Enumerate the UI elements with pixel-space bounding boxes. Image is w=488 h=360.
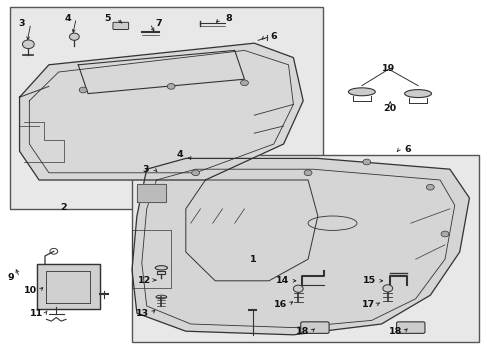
Circle shape — [304, 170, 311, 176]
Text: 7: 7 — [155, 19, 162, 28]
Ellipse shape — [404, 90, 430, 98]
Circle shape — [191, 170, 199, 176]
Bar — [132, 155, 478, 342]
Circle shape — [69, 33, 79, 40]
Text: 10: 10 — [24, 286, 37, 295]
Text: 2: 2 — [60, 202, 67, 212]
Text: 4: 4 — [176, 150, 183, 159]
Text: 11: 11 — [30, 309, 43, 318]
FancyBboxPatch shape — [113, 22, 128, 30]
Text: 5: 5 — [104, 14, 111, 23]
Circle shape — [293, 285, 303, 292]
Text: 15: 15 — [363, 276, 375, 285]
Polygon shape — [132, 158, 468, 335]
Circle shape — [426, 184, 433, 190]
Text: 18: 18 — [387, 328, 401, 336]
Circle shape — [240, 80, 248, 86]
Text: 9: 9 — [7, 273, 14, 282]
Circle shape — [79, 87, 87, 93]
Polygon shape — [37, 264, 100, 309]
Ellipse shape — [347, 88, 375, 96]
Ellipse shape — [155, 266, 167, 270]
Text: 19: 19 — [381, 64, 395, 73]
Text: 12: 12 — [137, 276, 151, 284]
Ellipse shape — [156, 295, 166, 299]
Text: 16: 16 — [273, 300, 286, 309]
Text: 1: 1 — [249, 256, 256, 264]
Text: 13: 13 — [136, 309, 149, 318]
Text: 18: 18 — [295, 328, 308, 336]
Polygon shape — [20, 43, 303, 180]
Text: 6: 6 — [404, 145, 410, 154]
Circle shape — [362, 159, 370, 165]
Text: 4: 4 — [64, 14, 71, 23]
Text: 3: 3 — [19, 19, 25, 28]
Text: 6: 6 — [270, 32, 277, 41]
Polygon shape — [137, 184, 166, 202]
Circle shape — [440, 231, 448, 237]
FancyBboxPatch shape — [396, 322, 424, 333]
Text: 8: 8 — [224, 14, 231, 23]
Circle shape — [382, 285, 392, 292]
Circle shape — [22, 40, 34, 49]
Text: 17: 17 — [361, 300, 374, 309]
Text: 3: 3 — [142, 165, 149, 174]
Bar — [10, 7, 322, 209]
Text: 14: 14 — [275, 276, 289, 285]
FancyBboxPatch shape — [300, 322, 328, 333]
Text: 20: 20 — [383, 104, 396, 113]
Circle shape — [167, 84, 175, 89]
